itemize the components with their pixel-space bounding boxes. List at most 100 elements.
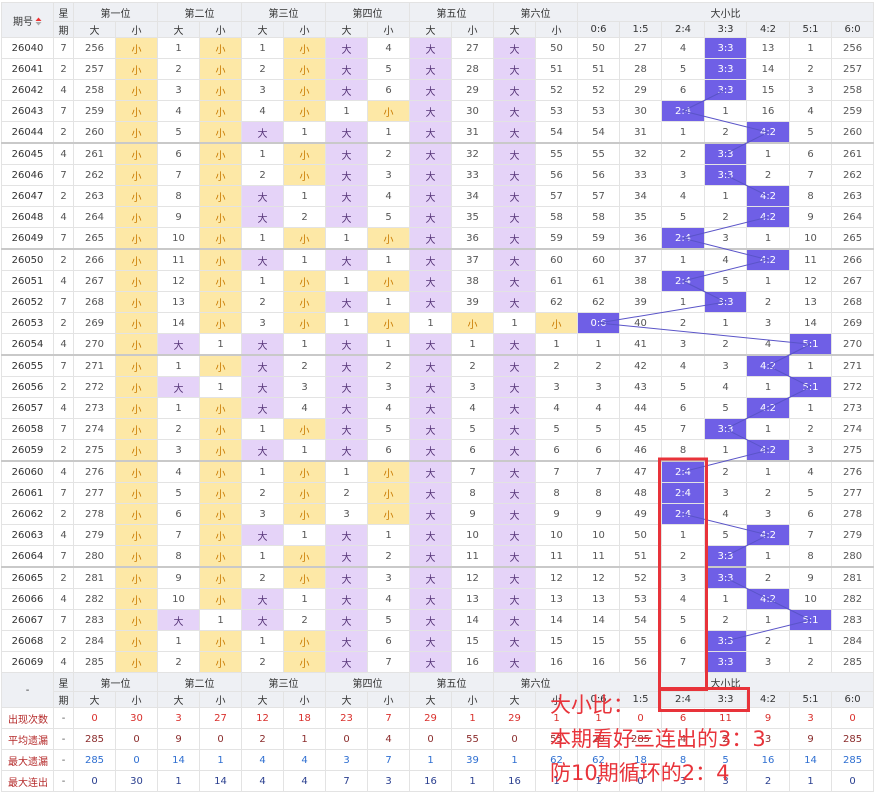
hit-cell: 小 <box>199 185 242 207</box>
miss-cell: 1 <box>367 248 410 271</box>
ratio-hit: 3:3 <box>704 79 747 101</box>
ratio-col-header: 3:3 <box>704 691 747 708</box>
ratio-hit: 2:4 <box>661 270 705 292</box>
period: 26055 <box>1 354 54 377</box>
header-row: 期号 星第一位 第二位 第三位 第四位 第五位 第六位 大小比 <box>1 2 874 38</box>
data-row: 26069 4 285 小 2 小 2 小大 7 大 16 大 16 16 56 7 3:3 3 2 285 <box>1 651 874 673</box>
header-row: 期大小大小大小大小大小大小 0:6 1:5 2:4 3:3 4:2 5:1 6:0 <box>2 21 874 38</box>
ratio-miss: 260 <box>830 121 874 144</box>
miss-cell: 1 <box>241 545 284 568</box>
miss-cell: 3 <box>367 376 410 398</box>
stats-value: 0 <box>115 749 158 771</box>
ratio-miss: 282 <box>830 588 874 610</box>
sort-icon[interactable] <box>35 17 42 26</box>
stats-value: 29 <box>409 707 452 729</box>
ratio-miss: 258 <box>830 79 874 101</box>
ratio-miss: 264 <box>830 206 874 228</box>
ratio-miss: 1 <box>661 524 705 546</box>
ratio-miss: 12 <box>789 270 832 292</box>
miss-cell: 1 <box>493 312 536 334</box>
miss-cell: 59 <box>535 227 578 250</box>
ratio-miss: 1 <box>746 418 790 440</box>
miss-cell: 2 <box>283 609 326 631</box>
hit-cell: 小 <box>199 58 242 80</box>
miss-cell: 9 <box>157 566 200 589</box>
stats-value: 2 <box>746 770 790 792</box>
hit-cell: 大 <box>409 376 452 398</box>
weekday-header: 星 <box>53 2 74 22</box>
data-row: 26048 4 264 小 9 小大 2 大 5 大 35 大 58 58 35 5 2 4:2 9 264 <box>1 206 874 228</box>
hit-cell: 大 <box>409 248 452 271</box>
data-row: 26056 2 272 小大 1 大 3 大 3 大 3 大 3 3 43 5 4 1 5:1 272 <box>1 376 874 398</box>
header-row: 期大小大小大小大小大小大小 0:6 1:5 2:4 3:3 4:2 5:1 6:0 <box>2 691 874 708</box>
ratio-miss: 4 <box>661 185 705 207</box>
ratio-miss: 3 <box>789 79 832 101</box>
small-header: 小 <box>451 691 494 708</box>
hit-cell: 小 <box>115 121 158 144</box>
ratio-miss: 5 <box>789 482 832 504</box>
miss-cell: 272 <box>73 376 116 398</box>
miss-cell: 1 <box>409 312 452 334</box>
ratio-miss: 269 <box>830 312 874 334</box>
ratio-miss: 8 <box>661 439 705 462</box>
hit-cell: 大 <box>493 630 536 652</box>
miss-cell: 1 <box>325 270 368 292</box>
ratio-miss: 1 <box>746 270 790 292</box>
ratio-hit: 5:1 <box>789 376 832 398</box>
hit-cell: 小 <box>115 376 158 398</box>
ratio-miss: 1 <box>746 545 790 568</box>
stats-value: 16 <box>493 770 536 792</box>
miss-cell: 2 <box>367 142 410 165</box>
stats-value: 12 <box>241 707 284 729</box>
stats-value: 3 <box>661 770 705 792</box>
miss-cell: 2 <box>283 354 326 377</box>
ratio-miss: 13 <box>789 291 832 313</box>
ratio-miss: 5 <box>789 121 832 144</box>
period-header[interactable]: 期号 <box>1 2 54 38</box>
weekday: 4 <box>53 588 74 610</box>
hit-cell: 大 <box>409 270 452 292</box>
ratio-hit: 2:4 <box>661 227 705 250</box>
miss-cell: 1 <box>283 333 326 356</box>
miss-cell: 32 <box>451 142 494 165</box>
miss-cell: 264 <box>73 206 116 228</box>
ratio-miss: 51 <box>619 545 662 568</box>
period: 26051 <box>1 270 54 292</box>
hit-cell: 小 <box>199 100 242 122</box>
hit-cell: 大 <box>157 333 200 356</box>
period: 26067 <box>1 609 54 631</box>
miss-cell: 1 <box>535 333 578 356</box>
hit-cell: 大 <box>325 651 368 673</box>
hit-cell: 小 <box>199 566 242 589</box>
hit-cell: 小 <box>283 545 326 568</box>
weekday: 2 <box>53 185 74 207</box>
big-header: 大 <box>409 21 452 38</box>
ratio-miss: 2 <box>746 291 790 313</box>
ratio-miss: 2 <box>661 312 705 334</box>
ratio-miss: 272 <box>830 376 874 398</box>
ratio-miss: 1 <box>704 185 747 207</box>
hit-cell: 大 <box>325 439 368 462</box>
ratio-miss: 56 <box>577 164 620 186</box>
hit-cell: 大 <box>325 79 368 101</box>
stats-value: 4 <box>283 770 326 792</box>
stats-value: 55 <box>535 728 578 750</box>
miss-cell: 5 <box>367 609 410 631</box>
weekday: 2 <box>53 58 74 80</box>
ratio-miss: 284 <box>830 630 874 652</box>
miss-cell: 13 <box>157 291 200 313</box>
ratio-hit: 4:2 <box>746 397 790 419</box>
ratio-miss: 274 <box>830 418 874 440</box>
ratio-miss: 268 <box>830 291 874 313</box>
hit-cell: 小 <box>115 566 158 589</box>
data-row: 26051 4 267 小 12 小 1 小 1 小大 38 大 61 61 38 2:4 5 1 12 267 <box>1 270 874 292</box>
period: 26042 <box>1 79 54 101</box>
hit-cell: 小 <box>115 651 158 673</box>
miss-cell: 3 <box>451 376 494 398</box>
ratio-miss: 5 <box>704 397 747 419</box>
miss-cell: 4 <box>283 397 326 419</box>
stats-value: 3 <box>157 707 200 729</box>
ratio-miss: 2 <box>661 545 705 568</box>
hit-cell: 小 <box>115 248 158 271</box>
